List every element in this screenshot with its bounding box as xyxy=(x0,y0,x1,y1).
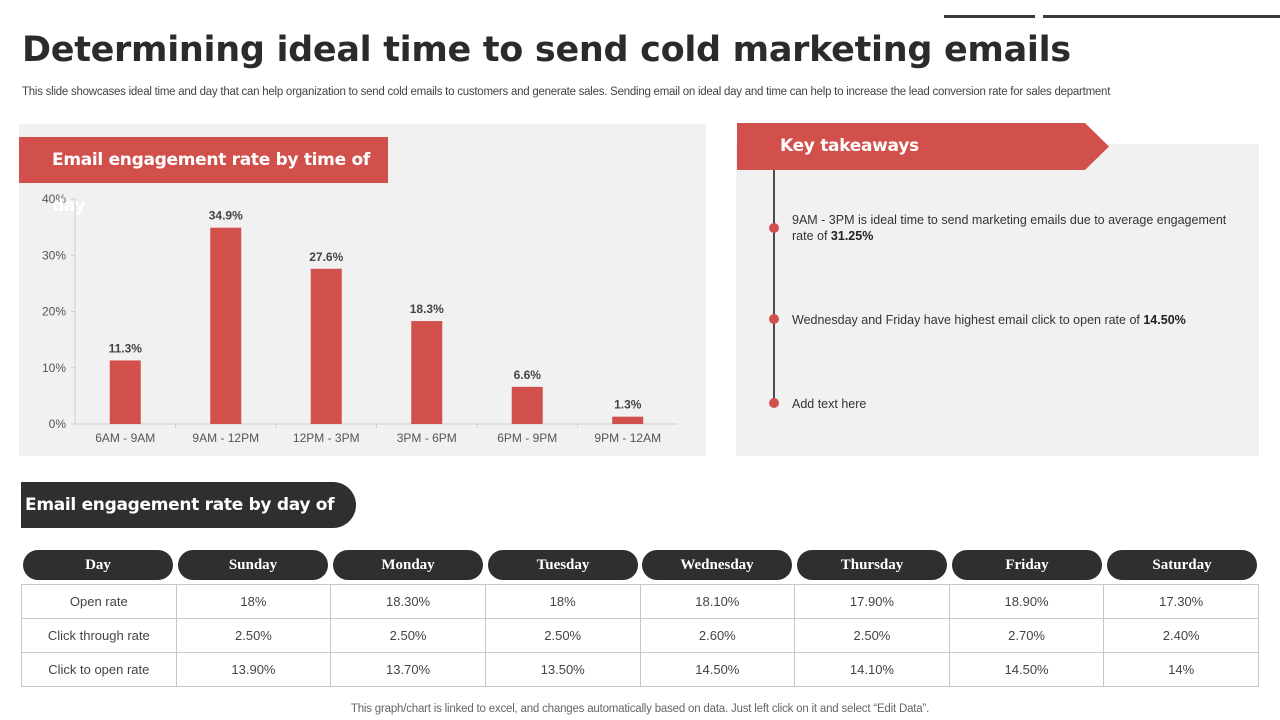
table-cell: 17.30% xyxy=(1103,584,1259,619)
takeaway-highlight: 31.25% xyxy=(830,229,874,243)
bar xyxy=(310,268,342,424)
column-header-friday: Friday xyxy=(952,550,1102,580)
column-header-tuesday: Tuesday xyxy=(488,550,638,580)
table-cell: 14.50% xyxy=(639,652,796,687)
row-label: Click through rate xyxy=(21,618,177,653)
y-tick-label: 30% xyxy=(42,248,66,262)
bar-value-label: 1.3% xyxy=(614,398,642,412)
table-cell: 18.30% xyxy=(330,584,486,619)
decorative-line xyxy=(1043,15,1280,18)
footer-note: This graph/chart is linked to excel, and… xyxy=(350,703,930,715)
table-cell: 2.50% xyxy=(484,618,641,653)
takeaway-item: Wednesday and Friday have highest email … xyxy=(792,312,1242,328)
table-cell: 14.10% xyxy=(794,652,950,687)
table-cell: 2.60% xyxy=(639,618,796,653)
bar-value-label: 11.3% xyxy=(109,341,143,355)
table-row: Click through rate 2.50% 2.50% 2.50% 2.6… xyxy=(21,618,1259,653)
column-header-sunday: Sunday xyxy=(178,550,328,580)
table-cell: 2.70% xyxy=(948,618,1105,653)
x-tick-label: 3PM - 6PM xyxy=(397,431,457,445)
table-cell: 18.90% xyxy=(948,584,1105,619)
takeaway-item: 9AM - 3PM is ideal time to send marketin… xyxy=(792,212,1242,244)
bar-value-label: 34.9% xyxy=(209,209,243,223)
column-header-saturday: Saturday xyxy=(1107,550,1257,580)
decorative-line xyxy=(944,15,1035,18)
table-cell: 13.90% xyxy=(175,652,332,687)
table-cell: 2.50% xyxy=(330,618,486,653)
row-label: Click to open rate xyxy=(21,652,177,687)
takeaway-text: Add text here xyxy=(792,397,867,411)
timeline-line xyxy=(773,170,775,406)
table-cell: 13.50% xyxy=(484,652,641,687)
takeaways-header: Key takeaways xyxy=(780,136,919,156)
takeaway-highlight: 14.50% xyxy=(1143,313,1186,327)
column-header-day: Day xyxy=(23,550,173,580)
y-tick-label: 20% xyxy=(42,305,66,319)
engagement-table: Open rate 18% 18.30% 18% 18.10% 17.90% 1… xyxy=(21,584,1259,687)
x-tick-label: 9AM - 12PM xyxy=(192,431,259,445)
timeline-dot xyxy=(769,314,779,324)
y-tick-label: 40% xyxy=(42,192,66,206)
timeline-dot xyxy=(769,223,779,233)
column-header-monday: Monday xyxy=(333,550,483,580)
bar-value-label: 27.6% xyxy=(309,250,343,264)
bar xyxy=(511,386,543,424)
table-row: Click to open rate 13.90% 13.70% 13.50% … xyxy=(21,652,1259,687)
table-cell: 18.10% xyxy=(639,584,796,619)
week-table-header: Email engagement rate by day of week xyxy=(21,482,356,561)
y-tick-label: 10% xyxy=(42,361,66,375)
bar xyxy=(411,321,443,424)
takeaway-text: Wednesday and Friday have highest email … xyxy=(792,313,1144,327)
table-cell: 18% xyxy=(175,584,332,619)
table-cell: 18% xyxy=(484,584,641,619)
y-tick-label: 0% xyxy=(49,417,67,431)
bar xyxy=(210,227,242,424)
x-tick-label: 12PM - 3PM xyxy=(293,431,360,445)
chart-header: Email engagement rate by time of day xyxy=(19,137,388,216)
page-subtitle: This slide showcases ideal time and day … xyxy=(22,86,1111,98)
bar-value-label: 6.6% xyxy=(514,368,542,382)
takeaway-item: Add text here xyxy=(792,396,1242,412)
takeaway-text: 9AM - 3PM is ideal time to send marketin… xyxy=(792,213,1227,243)
timeline-dot xyxy=(769,398,779,408)
column-header-thursday: Thursday xyxy=(797,550,947,580)
row-label: Open rate xyxy=(21,584,177,619)
table-cell: 2.40% xyxy=(1103,618,1259,653)
table-cell: 14% xyxy=(1103,652,1259,687)
column-header-wednesday: Wednesday xyxy=(642,550,792,580)
bar xyxy=(612,416,644,424)
x-tick-label: 6PM - 9PM xyxy=(497,431,557,445)
page-title: Determining ideal time to send cold mark… xyxy=(22,30,1071,70)
table-cell: 14.50% xyxy=(948,652,1105,687)
bar-chart[interactable]: 0% 10% 20% 30% 40% 11.3% 6AM - 9AM 34.9% 9AM - 1… xyxy=(19,124,706,456)
table-cell: 13.70% xyxy=(330,652,486,687)
x-tick-label: 6AM - 9AM xyxy=(95,431,155,445)
table-cell: 2.50% xyxy=(175,618,332,653)
table-cell: 2.50% xyxy=(794,618,950,653)
takeaways-header-arrow xyxy=(737,123,1109,170)
bar xyxy=(109,360,141,424)
x-tick-label: 9PM - 12AM xyxy=(594,431,661,445)
bar-value-label: 18.3% xyxy=(410,302,444,316)
table-cell: 17.90% xyxy=(794,584,950,619)
takeaways-panel xyxy=(736,144,1259,456)
table-row: Open rate 18% 18.30% 18% 18.10% 17.90% 1… xyxy=(21,584,1259,619)
